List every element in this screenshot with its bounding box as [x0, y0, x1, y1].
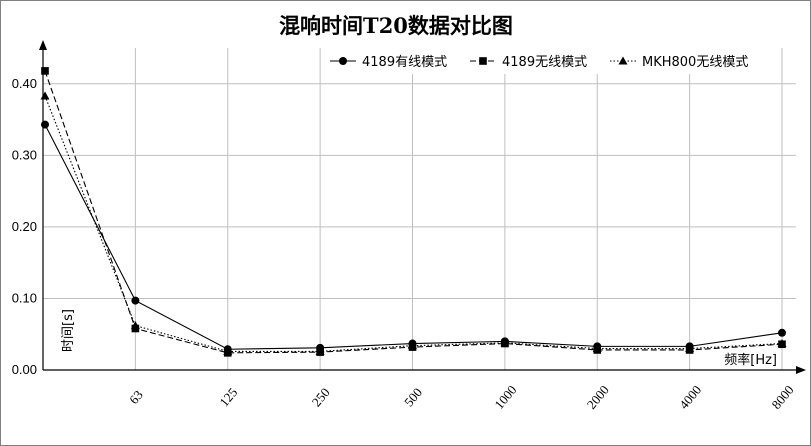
y-tick-labels: 0.00 0.10 0.20 0.30 0.40 [12, 76, 37, 377]
data-point [618, 56, 628, 65]
legend-label: MKH800无线模式 [642, 55, 748, 70]
y-axis-label: 时间[s] [61, 309, 76, 352]
data-point [408, 341, 417, 350]
data-point [41, 120, 49, 129]
x-tick-label: 1000 [491, 382, 519, 412]
y-tick-label: 0.20 [12, 219, 37, 234]
y-tick-label: 0.10 [12, 290, 37, 305]
series-line [44, 124, 783, 350]
data-point [500, 338, 510, 347]
data-point [339, 57, 347, 65]
x-tick-label: 2000 [584, 382, 612, 412]
x-tick-label: 8000 [768, 382, 796, 412]
x-tick-label: 250 [309, 385, 333, 410]
legend-label: 4189无线模式 [502, 55, 587, 70]
data-point [130, 321, 140, 330]
y-axis-arrow [39, 40, 47, 50]
legend: 4189有线模式 4189无线模式 MKH800无线模式 [322, 48, 772, 74]
x-tick-label: 500 [401, 385, 425, 410]
y-tick-label: 0.00 [12, 362, 37, 377]
data-point [41, 67, 49, 75]
data-point [778, 328, 786, 337]
data-point [479, 57, 487, 65]
legend-item: MKH800无线模式 [610, 55, 748, 70]
series-2 [41, 67, 786, 357]
y-tick-label: 0.40 [12, 76, 37, 91]
legend-item: 4189无线模式 [470, 55, 587, 70]
data-point [223, 346, 233, 355]
series-group [40, 67, 787, 357]
grid-lines [43, 48, 796, 370]
x-tick-label: 63 [126, 387, 146, 407]
legend-item: 4189有线模式 [330, 55, 447, 70]
x-tick-label: 125 [216, 385, 240, 410]
data-point [315, 346, 325, 355]
data-point [40, 91, 50, 100]
data-point [777, 339, 787, 348]
chart-title: 混响时间T20数据对比图 [279, 13, 513, 38]
data-point [685, 344, 695, 353]
series-line [44, 70, 783, 354]
data-point [592, 344, 602, 353]
axes [39, 40, 806, 374]
legend-background [322, 48, 772, 74]
x-axis-label: 频率[Hz] [724, 352, 777, 368]
x-axis-arrow [796, 366, 806, 374]
y-tick-label: 0.30 [12, 147, 37, 162]
x-tick-labels: 63 125 250 500 1000 2000 4000 8000 [126, 382, 797, 412]
series-line [44, 95, 783, 352]
x-tick-label: 4000 [676, 382, 704, 412]
data-point [131, 296, 140, 305]
series-3 [40, 91, 787, 355]
legend-label: 4189有线模式 [362, 55, 447, 70]
